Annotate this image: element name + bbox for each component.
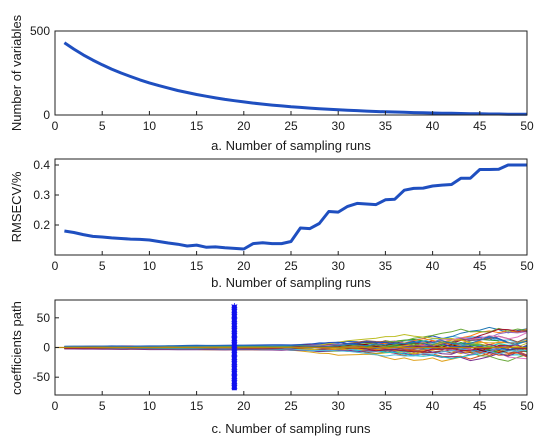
x-ticks-a: 0 5 10 15 20 25 30 35 40 45 50 — [52, 111, 534, 133]
optimal-run-marker: ****************** — [231, 301, 238, 398]
marker-star: * — [231, 306, 238, 322]
y-axis-label-b: RMSECV/% — [9, 171, 24, 242]
y-ticks-b: 0.2 0.3 0.4 — [33, 158, 59, 232]
x-tick-label: 20 — [237, 399, 251, 413]
x-tick-label: 40 — [426, 259, 440, 273]
x-tick-label: 35 — [379, 399, 393, 413]
marker-star: * — [231, 320, 238, 336]
coefficient-paths — [55, 326, 528, 362]
y-tick-label: 0.3 — [33, 188, 50, 202]
y-axis-label-a: Number of variables — [9, 14, 24, 131]
coefficient-path — [64, 343, 528, 353]
x-tick-label: 15 — [190, 259, 204, 273]
x-tick-label: 30 — [332, 119, 346, 133]
x-tick-label: 10 — [143, 119, 157, 133]
y-tick-label: 0 — [43, 108, 50, 122]
x-axis-label-c: c. Number of sampling runs — [212, 421, 371, 436]
x-tick-label: 50 — [520, 399, 534, 413]
marker-star: * — [231, 311, 238, 327]
marker-star: * — [231, 377, 238, 393]
x-tick-label: 40 — [426, 399, 440, 413]
x-tick-label: 10 — [143, 399, 157, 413]
marker-star: * — [231, 373, 238, 389]
x-tick-label: 35 — [379, 259, 393, 273]
x-tick-label: 50 — [520, 259, 534, 273]
x-tick-label: 20 — [237, 259, 251, 273]
y-ticks-c: -50 0 50 — [33, 311, 59, 384]
marker-star: * — [231, 363, 238, 379]
x-tick-label: 45 — [473, 259, 487, 273]
panel-c: ****************** 0 5 10 15 20 25 30 35 40 45 50 … — [9, 299, 534, 436]
marker-star: * — [231, 344, 238, 360]
y-tick-label: 50 — [37, 311, 51, 325]
x-tick-label: 0 — [52, 119, 59, 133]
y-ticks-a: 0 500 — [30, 24, 59, 122]
x-axis-label-a: a. Number of sampling runs — [211, 138, 371, 153]
marker-star: * — [231, 330, 238, 346]
marker-star: * — [231, 354, 238, 370]
marker-star: * — [231, 325, 238, 341]
x-tick-label: 40 — [426, 119, 440, 133]
x-tick-label: 45 — [473, 119, 487, 133]
x-tick-label: 10 — [143, 259, 157, 273]
y-tick-label: 0 — [43, 341, 50, 355]
marker-star: * — [231, 382, 238, 398]
x-tick-label: 30 — [332, 259, 346, 273]
marker-star: * — [231, 316, 238, 332]
x-tick-label: 0 — [52, 399, 59, 413]
y-tick-label: 0.2 — [33, 218, 50, 232]
x-tick-label: 25 — [284, 399, 298, 413]
marker-star: * — [231, 368, 238, 384]
marker-star: * — [231, 335, 238, 351]
coefficient-path — [64, 335, 528, 348]
x-tick-label: 5 — [99, 119, 106, 133]
marker-star: * — [231, 349, 238, 365]
marker-star: * — [231, 301, 238, 317]
plot-frame-a — [54, 30, 528, 116]
x-axis-label-b: b. Number of sampling runs — [211, 275, 371, 290]
y-tick-label: -50 — [33, 370, 51, 384]
y-tick-label: 0.4 — [33, 158, 50, 172]
marker-star: * — [231, 358, 238, 374]
variables-curve — [63, 41, 527, 116]
x-tick-label: 15 — [190, 119, 204, 133]
x-tick-label: 50 — [520, 119, 534, 133]
x-ticks-c: 0 5 10 15 20 25 30 35 40 45 50 — [52, 391, 534, 413]
y-tick-label: 500 — [30, 24, 50, 38]
x-ticks-b: 0 5 10 15 20 25 30 35 40 45 50 — [52, 251, 534, 273]
x-tick-label: 15 — [190, 399, 204, 413]
panel-a: 0 5 10 15 20 25 30 35 40 45 50 0 500 a. Number of s… — [9, 14, 534, 153]
x-tick-label: 0 — [52, 259, 59, 273]
x-tick-label: 45 — [473, 399, 487, 413]
x-tick-label: 5 — [99, 259, 106, 273]
marker-star: * — [231, 339, 238, 355]
x-tick-label: 5 — [99, 399, 106, 413]
x-tick-label: 30 — [332, 399, 346, 413]
x-tick-label: 25 — [284, 259, 298, 273]
panel-b: 0 5 10 15 20 25 30 35 40 45 50 0.2 0.3 0.4 b. Number… — [9, 158, 534, 290]
x-tick-label: 20 — [237, 119, 251, 133]
x-tick-label: 35 — [379, 119, 393, 133]
rmsecv-curve — [64, 163, 527, 251]
y-axis-label-c: coefficients path — [9, 301, 24, 395]
x-tick-label: 25 — [284, 119, 298, 133]
